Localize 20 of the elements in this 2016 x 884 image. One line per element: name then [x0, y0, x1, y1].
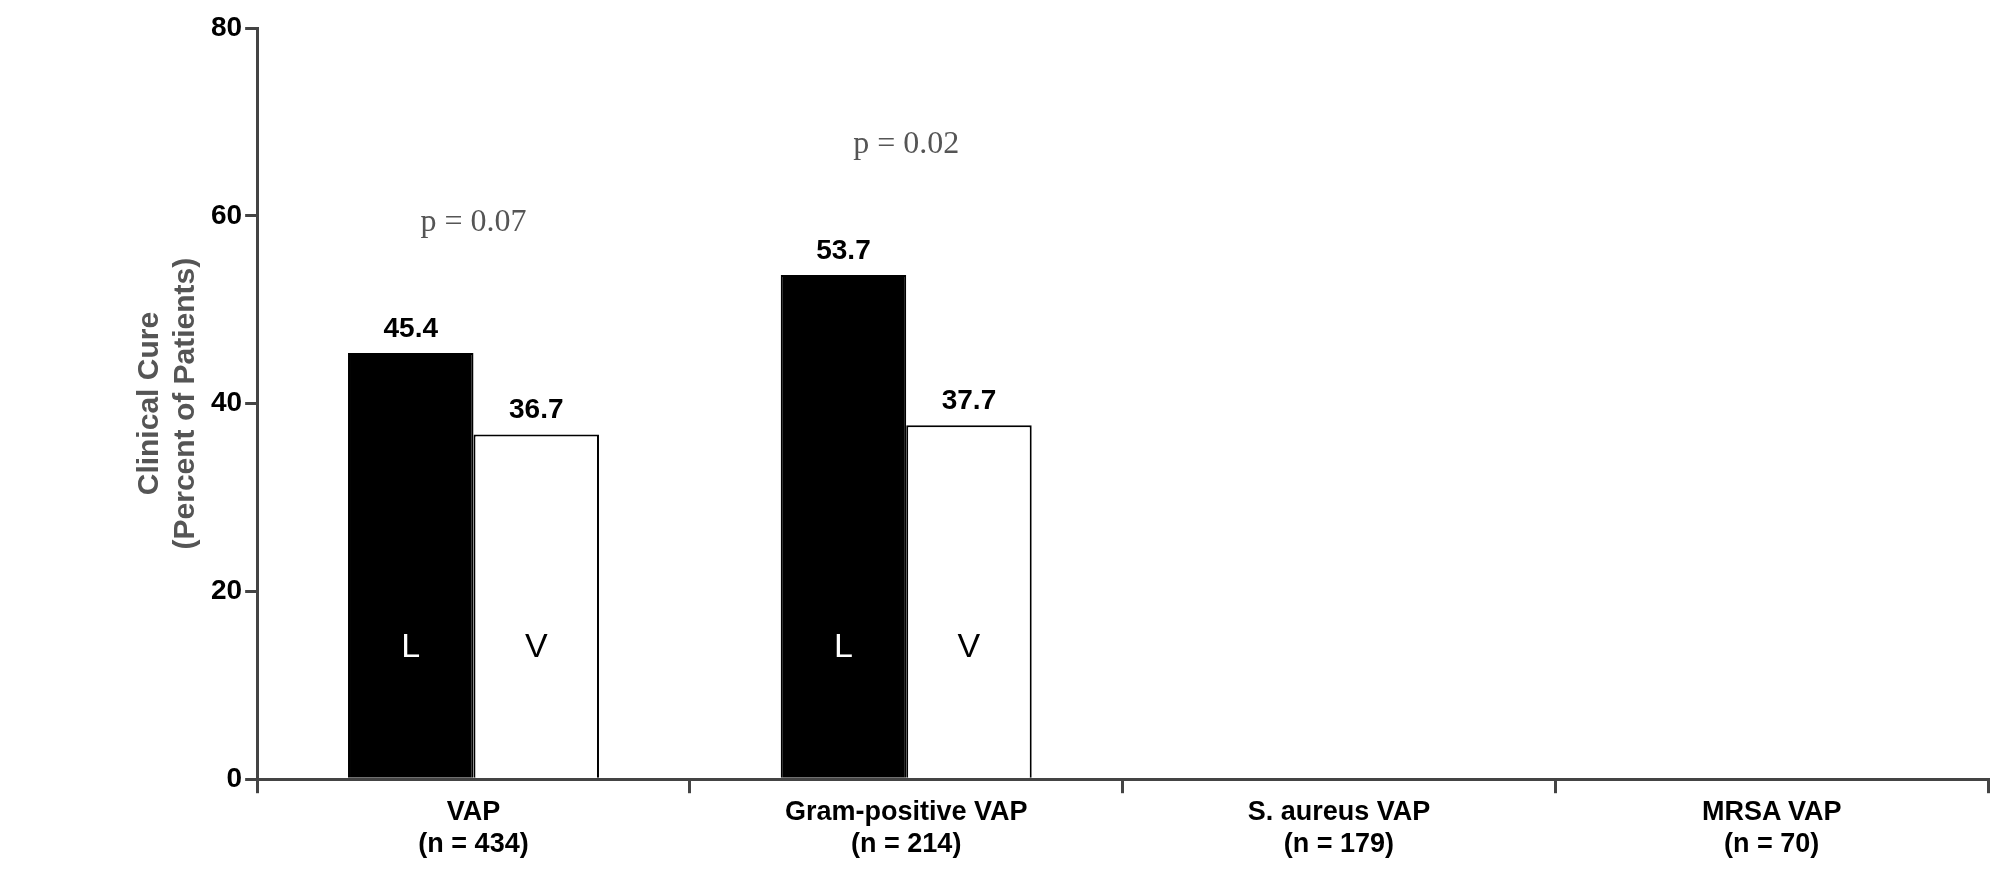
y-tick-label: 80 [210, 10, 243, 42]
data-label: 45.4 [383, 311, 439, 343]
text: V [957, 626, 981, 665]
x-tick-label: VAP (n = 434) [418, 795, 529, 859]
x-tick-label: Gram-positive VAP (n = 214) [784, 795, 1028, 859]
x-tick-label: S. aureus VAP (n = 179) [1247, 795, 1431, 859]
y-tick-label: 20 [210, 574, 243, 606]
y-tick-label: 60 [210, 198, 243, 230]
annotation: p = 0.02 [853, 124, 960, 161]
data-label: 37.7 [941, 383, 997, 415]
data-label: 36.7 [508, 393, 564, 425]
annotation: p = 0.07 [420, 202, 527, 239]
x-tick-label: MRSA VAP (n = 70) [1701, 795, 1842, 859]
y-tick-label: 0 [226, 761, 243, 793]
text: L [834, 626, 853, 665]
y-axis-title: Clinical Cure (Percent of Patients) [131, 257, 201, 550]
data-label: 53.7 [816, 233, 871, 265]
series-label: L [401, 626, 421, 665]
series-label: V [524, 626, 548, 665]
y-tick-label: 40 [210, 386, 243, 418]
